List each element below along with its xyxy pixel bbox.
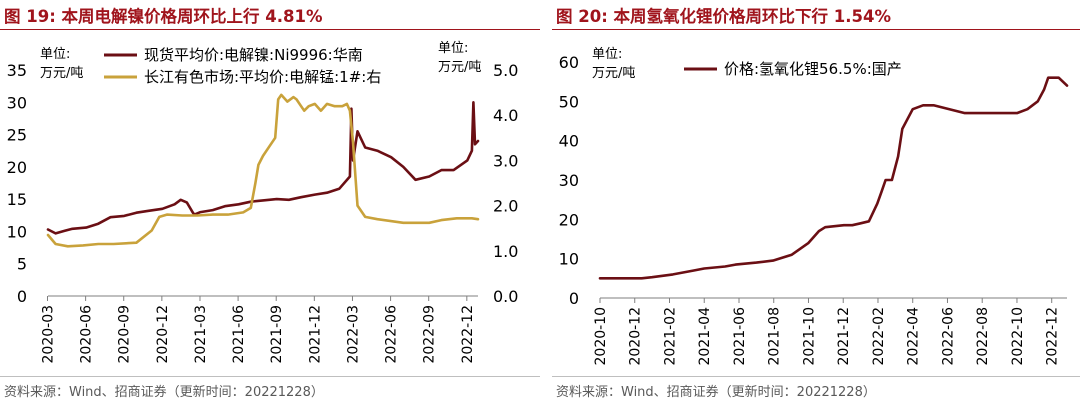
x-tick-label: 2021-06 [231, 305, 247, 364]
y-right-tick-label: 5.0 [493, 61, 518, 80]
legend-label: 现货平均价:电解镍:Ni9996:华南 [144, 46, 363, 64]
y-unit-label: 万元/吨 [40, 66, 83, 81]
y-tick-label: 10 [559, 250, 579, 269]
source-note: 资料来源：Wind、招商证券（更新时间：20221228） [4, 385, 324, 400]
x-tick-label: 2022-12 [1045, 307, 1061, 366]
x-tick-label: 2020-12 [155, 305, 171, 364]
legend-label: 长江有色市场:平均价:电解锰:1#:右 [144, 68, 381, 86]
source-divider [0, 376, 540, 377]
y-tick-label: 40 [559, 132, 579, 151]
series-line-1 [598, 76, 1069, 280]
y-tick-label: 30 [559, 171, 579, 190]
y-tick-label: 30 [7, 93, 27, 112]
y-right-tick-label: 3.0 [493, 151, 518, 170]
y-unit-label: 单位: [592, 47, 622, 62]
y-tick-label: 20 [7, 158, 27, 177]
x-tick-label: 2022-04 [906, 307, 922, 366]
y-right-tick-label: 1.0 [493, 242, 518, 261]
y-tick-label: 20 [559, 210, 579, 229]
x-tick-label: 2021-12 [836, 307, 852, 366]
x-tick-label: 2020-03 [40, 305, 56, 364]
x-tick-label: 2021-10 [801, 307, 817, 366]
x-tick-label: 2022-08 [975, 307, 991, 366]
chart-panel-lithium: 图 20: 本周氢氧化锂价格周环比下行 1.54% 0 10 20 30 40 50 60 单… [552, 0, 1080, 402]
y-tick-label: 25 [7, 126, 27, 145]
y-right-tick-label: 2.0 [493, 197, 518, 216]
series-line-1 [46, 101, 480, 235]
y-tick-label: 5 [17, 255, 27, 274]
y-tick-label: 0 [17, 287, 27, 306]
title-divider [0, 29, 540, 30]
y-right-tick-label: 0.0 [493, 287, 518, 306]
x-tick-label: 2021-04 [697, 307, 713, 366]
y-unit-label: 单位: [40, 47, 70, 62]
x-tick-label: 2022-09 [422, 305, 438, 364]
x-tick-label: 2020-09 [117, 305, 133, 364]
x-tick-label: 2022-03 [345, 305, 361, 364]
source-note: 资料来源：Wind、招商证券（更新时间：20221228） [556, 385, 876, 400]
x-tick-label: 2021-06 [732, 307, 748, 366]
chart-panel-nickel: 图 19: 本周电解镍价格周环比上行 4.81% 0 5 10 15 20 25 30 35 0… [0, 7, 540, 400]
y-tick-label: 0 [569, 289, 579, 308]
x-tick-label: 2022-12 [460, 305, 476, 364]
x-tick-label: 2022-06 [384, 305, 400, 364]
x-tick-label: 2022-10 [1010, 307, 1026, 366]
series-line-2 [46, 93, 480, 248]
y-tick-label: 15 [7, 190, 27, 209]
x-tick-label: 2021-08 [767, 307, 783, 366]
x-tick-label: 2020-10 [593, 307, 609, 366]
x-tick-label: 2022-06 [940, 307, 956, 366]
y-tick-label: 35 [7, 61, 27, 80]
x-tick-label: 2021-03 [193, 305, 209, 364]
legend-label: 价格:氢氧化锂56.5%:国产 [724, 60, 902, 78]
chart-title: 图 19: 本周电解镍价格周环比上行 4.81% [4, 7, 323, 26]
x-tick-label: 2021-12 [307, 305, 323, 364]
source-divider [552, 376, 1080, 377]
y-unit-label: 万元/吨 [592, 66, 635, 81]
y-tick-label: 10 [7, 222, 27, 241]
x-tick-label: 2022-02 [871, 307, 887, 366]
x-tick-label: 2021-09 [269, 305, 285, 364]
y-right-tick-label: 4.0 [493, 106, 518, 125]
y-tick-label: 60 [559, 53, 579, 72]
lithium-chart: 0 10 20 30 40 50 60 单位: 万元/吨 2020-10 2020-12 2021-0… [559, 47, 1069, 366]
y-tick-label: 50 [559, 92, 579, 111]
y-right-unit-label: 万元/吨 [438, 60, 481, 75]
chart-title: 图 20: 本周氢氧化锂价格周环比下行 1.54% [556, 7, 892, 26]
y-right-unit-label: 单位: [438, 41, 468, 56]
x-tick-label: 2021-02 [662, 307, 678, 366]
nickel-chart: 0 5 10 15 20 25 30 35 0.0 1.0 2.0 3.0 4.0 5.0 单位: 万元/吨 单… [7, 41, 519, 364]
x-tick-label: 2020-12 [628, 307, 644, 366]
title-divider [552, 29, 1080, 30]
x-tick-label: 2020-06 [79, 305, 95, 364]
